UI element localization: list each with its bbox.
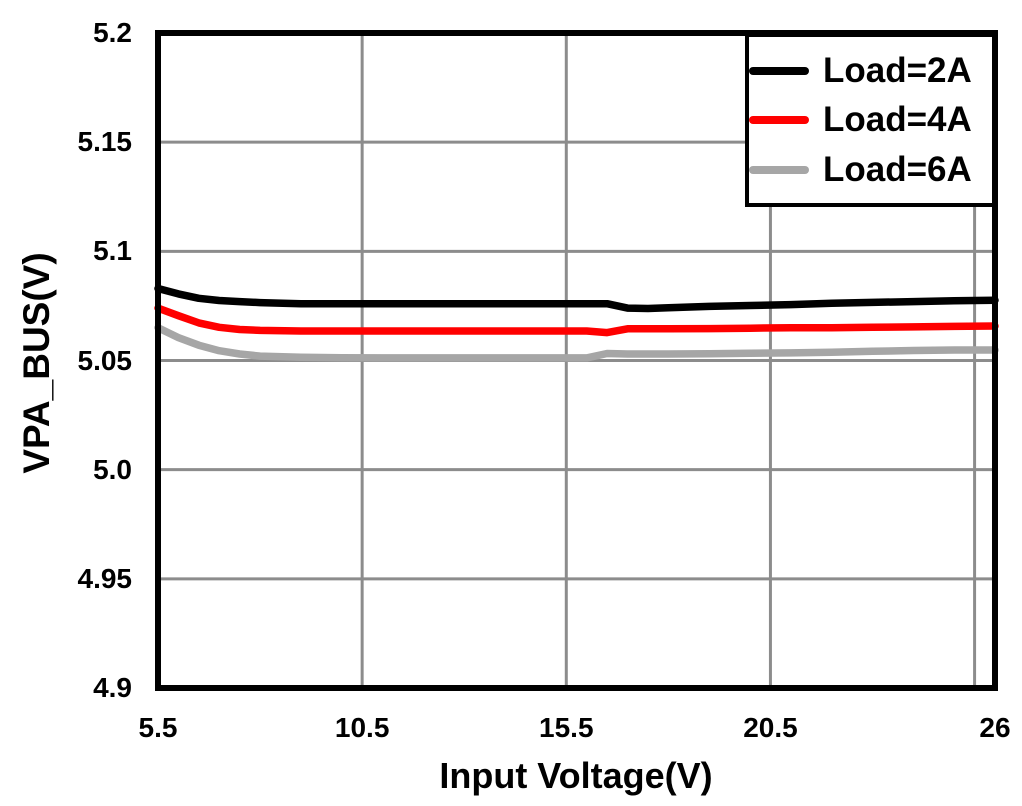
series-line-load-2a (154, 284, 999, 313)
x-tick-label: 20.5 (743, 712, 798, 743)
series-line-load-6a (154, 323, 999, 362)
x-tick-label: 10.5 (334, 712, 390, 743)
legend: Load=2A Load=4A Load=6A (745, 33, 996, 207)
x-tick-label: 5.5 (138, 712, 178, 743)
plot-frame (155, 30, 998, 691)
y-axis-title: VPA_BUS(V) (16, 252, 57, 474)
x-tick-label: 15.5 (539, 712, 594, 743)
y-tick-label: 5.0 (93, 453, 132, 485)
legend-entry-load-2a: Load=2A (749, 51, 992, 91)
x-axis-title: Input Voltage(V) (439, 755, 713, 796)
y-tick-label: 5.15 (77, 126, 133, 158)
legend-swatch-gray-line (749, 165, 809, 174)
legend-entry-load-6a: Load=6A (749, 150, 992, 190)
y-tick-label: 4.9 (93, 672, 132, 703)
legend-swatch-red-line (749, 116, 809, 124)
y-tick-label: 5.05 (77, 344, 133, 376)
legend-swatch-black-line (749, 66, 809, 75)
legend-entry-load-4a: Load=4A (749, 100, 992, 140)
y-tick-label: 5.2 (93, 17, 132, 48)
y-tick-label: 4.95 (77, 562, 133, 594)
legend-label-load-6a: Load=6A (823, 149, 972, 189)
series-line-load-4a (154, 304, 999, 337)
legend-label-load-4a: Load=4A (823, 100, 972, 139)
y-tick-label: 5.1 (93, 235, 132, 267)
legend-label-load-2a: Load=2A (823, 50, 972, 90)
x-tick-label: 26 (979, 712, 1011, 743)
